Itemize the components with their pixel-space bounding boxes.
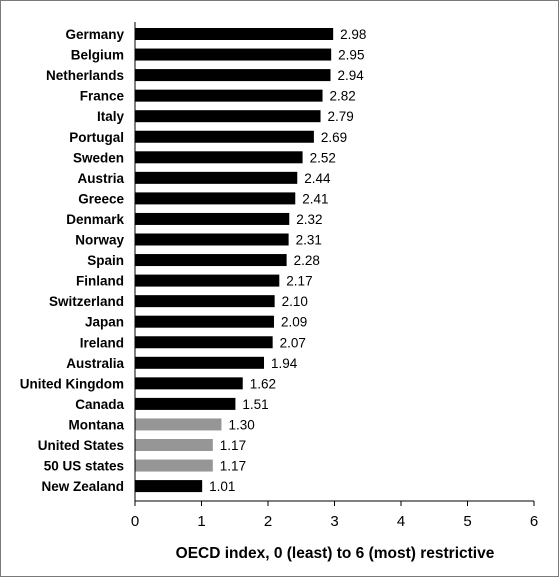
bars-layer — [135, 28, 334, 493]
category-label-germany: Germany — [65, 27, 124, 42]
category-label-ireland: Ireland — [80, 335, 124, 350]
category-label-norway: Norway — [75, 233, 124, 248]
bar-italy — [135, 110, 321, 123]
category-label-united-kingdom: United Kingdom — [20, 376, 124, 391]
value-label-new-zealand: 1.01 — [209, 479, 235, 494]
category-label-italy: Italy — [97, 109, 125, 124]
bar-norway — [135, 233, 289, 246]
value-label-ireland: 2.07 — [280, 335, 306, 350]
value-label-italy: 2.79 — [328, 109, 354, 124]
bar-austria — [135, 171, 298, 184]
category-label-france: France — [80, 89, 125, 104]
category-label-australia: Australia — [66, 356, 124, 371]
value-label-canada: 1.51 — [242, 397, 268, 412]
x-axis: 0 1 2 3 4 5 6 — [131, 22, 538, 530]
category-label-sweden: Sweden — [73, 150, 124, 165]
x-tick-label-4: 4 — [397, 513, 405, 530]
bar-united-kingdom — [135, 377, 243, 390]
value-label-portugal: 2.69 — [321, 130, 347, 145]
bar-montana — [135, 418, 222, 431]
category-label-montana: Montana — [69, 417, 125, 432]
x-tick-label-0: 0 — [131, 513, 139, 530]
category-label-united-states: United States — [38, 438, 124, 453]
value-label-norway: 2.31 — [296, 233, 322, 248]
bar-portugal — [135, 130, 314, 143]
category-label-portugal: Portugal — [69, 130, 124, 145]
bar-switzerland — [135, 295, 275, 308]
bar-50-us-states — [135, 459, 213, 472]
category-label-new-zealand: New Zealand — [41, 479, 124, 494]
bar-sweden — [135, 151, 303, 164]
bar-australia — [135, 356, 265, 369]
value-label-australia: 1.94 — [271, 356, 298, 371]
value-labels: 2.98 2.95 2.94 2.82 2.79 2.69 2.52 2.44 2.41 2.32… — [209, 27, 366, 494]
category-label-finland: Finland — [76, 274, 124, 289]
value-label-united-kingdom: 1.62 — [250, 376, 276, 391]
x-axis-title: OECD index, 0 (least) to 6 (most) restri… — [176, 545, 495, 562]
value-label-denmark: 2.32 — [296, 212, 322, 227]
value-label-france: 2.82 — [330, 89, 356, 104]
bar-united-states — [135, 439, 213, 451]
value-label-sweden: 2.52 — [310, 150, 336, 165]
category-label-japan: Japan — [85, 315, 124, 330]
value-label-germany: 2.98 — [340, 27, 366, 42]
value-label-belgium: 2.95 — [338, 48, 364, 63]
value-label-50-us-states: 1.17 — [220, 459, 246, 474]
category-label-greece: Greece — [78, 191, 124, 206]
x-tick-label-2: 2 — [264, 513, 272, 530]
bar-finland — [135, 274, 280, 287]
category-label-austria: Austria — [77, 171, 124, 186]
value-label-austria: 2.44 — [304, 171, 331, 186]
bar-japan — [135, 315, 274, 328]
category-label-switzerland: Switzerland — [49, 294, 124, 309]
category-label-50-us-states: 50 US states — [44, 459, 124, 474]
category-label-canada: Canada — [75, 397, 124, 412]
category-label-spain: Spain — [87, 253, 124, 268]
x-tick-label-3: 3 — [330, 513, 338, 530]
bar-spain — [135, 254, 287, 267]
x-tick-label-5: 5 — [463, 513, 471, 530]
value-label-japan: 2.09 — [281, 315, 307, 330]
value-label-montana: 1.30 — [228, 417, 254, 432]
bar-ireland — [135, 336, 273, 349]
category-label-belgium: Belgium — [71, 48, 124, 63]
bar-greece — [135, 192, 296, 205]
x-tick-label-1: 1 — [197, 513, 205, 530]
bar-new-zealand — [135, 480, 203, 493]
bar-france — [135, 89, 323, 102]
value-label-spain: 2.28 — [294, 253, 320, 268]
category-labels: Germany Belgium Netherlands France Italy Port… — [20, 27, 125, 494]
category-label-netherlands: Netherlands — [46, 68, 124, 83]
value-label-netherlands: 2.94 — [338, 68, 365, 83]
bar-belgium — [135, 48, 332, 61]
category-label-denmark: Denmark — [66, 212, 124, 227]
bar-denmark — [135, 212, 290, 225]
bar-canada — [135, 397, 236, 410]
value-label-switzerland: 2.10 — [282, 294, 308, 309]
value-label-united-states: 1.17 — [220, 438, 246, 453]
x-tick-label-6: 6 — [530, 513, 538, 530]
value-label-greece: 2.41 — [302, 191, 328, 206]
bar-netherlands — [135, 69, 331, 82]
value-label-finland: 2.17 — [286, 274, 312, 289]
bar-germany — [135, 28, 334, 40]
